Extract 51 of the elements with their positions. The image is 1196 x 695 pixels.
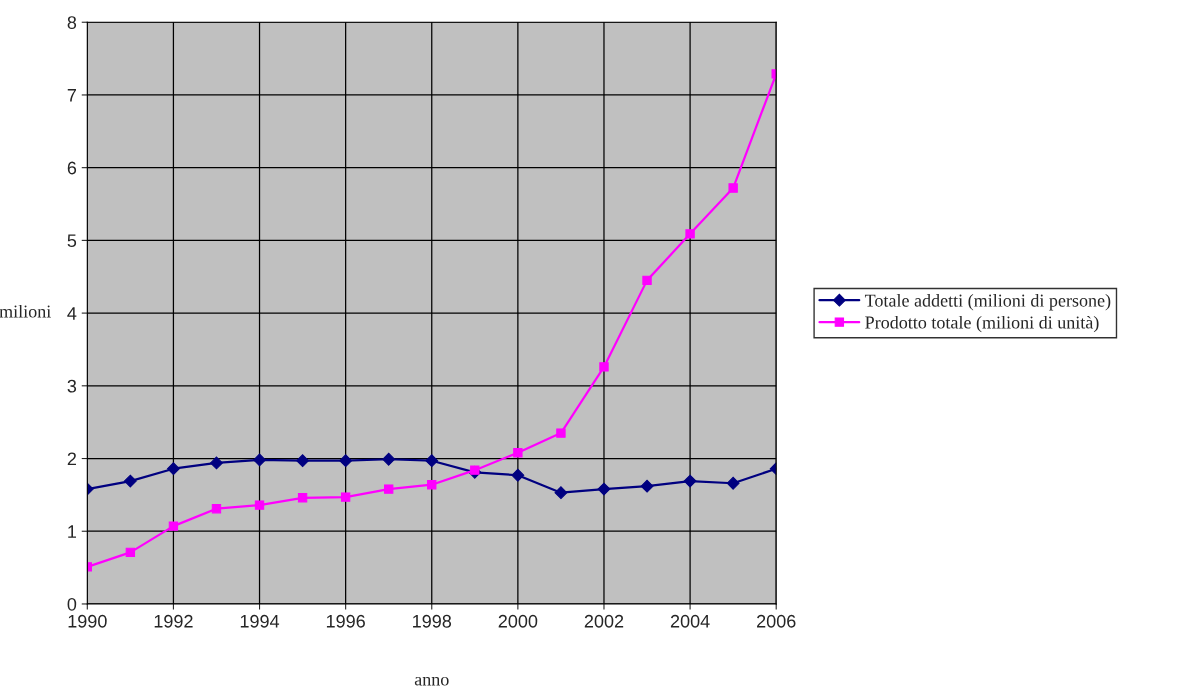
y-axis-title: milioni xyxy=(0,304,51,318)
point xyxy=(168,521,179,531)
y-tick-label: 8 xyxy=(67,16,77,29)
point xyxy=(382,452,396,466)
point xyxy=(296,454,309,468)
point xyxy=(685,229,695,239)
point xyxy=(125,547,136,558)
point xyxy=(123,474,137,488)
point xyxy=(597,482,611,496)
point xyxy=(340,492,351,502)
y-tick-label: 5 xyxy=(67,234,77,248)
x-tick-label: 1996 xyxy=(326,614,365,628)
point xyxy=(297,493,308,503)
point xyxy=(253,453,266,467)
legend-label: Totale addetti (milioni di persone) xyxy=(864,294,1111,311)
y-tick-label: 0 xyxy=(67,597,77,611)
x-tick-label: 2004 xyxy=(670,614,710,628)
legend-label: Prodotto totale (milioni di unità) xyxy=(865,315,1099,333)
point xyxy=(726,476,740,490)
point xyxy=(556,428,566,438)
point xyxy=(640,479,654,493)
point xyxy=(425,454,439,468)
x-tick-label: 1994 xyxy=(240,614,280,628)
point xyxy=(642,275,652,286)
x-axis-title: anno xyxy=(414,676,449,686)
x-tick-label: 1990 xyxy=(68,614,107,628)
point xyxy=(210,456,223,470)
point xyxy=(728,183,738,193)
x-tick-label: 2006 xyxy=(757,614,796,628)
point xyxy=(211,504,222,514)
point xyxy=(513,448,523,458)
y-tick-label: 1 xyxy=(68,525,77,538)
point xyxy=(427,480,437,490)
y-tick-label: 6 xyxy=(67,161,77,175)
point xyxy=(470,465,480,475)
x-tick-label: 2000 xyxy=(498,614,538,628)
point xyxy=(167,462,180,476)
y-tick-label: 4 xyxy=(67,307,77,320)
x-tick-label: 2002 xyxy=(584,614,624,628)
point xyxy=(339,454,353,468)
point xyxy=(511,468,525,482)
y-tick-label: 2 xyxy=(67,452,76,466)
point xyxy=(599,362,609,372)
x-tick-label: 1998 xyxy=(413,614,452,628)
point xyxy=(384,484,394,494)
point xyxy=(554,486,568,500)
y-tick-label: 7 xyxy=(67,89,76,102)
y-tick-label: 3 xyxy=(67,379,77,393)
point xyxy=(254,500,265,510)
x-tick-label: 1992 xyxy=(154,614,193,628)
point xyxy=(683,474,697,488)
